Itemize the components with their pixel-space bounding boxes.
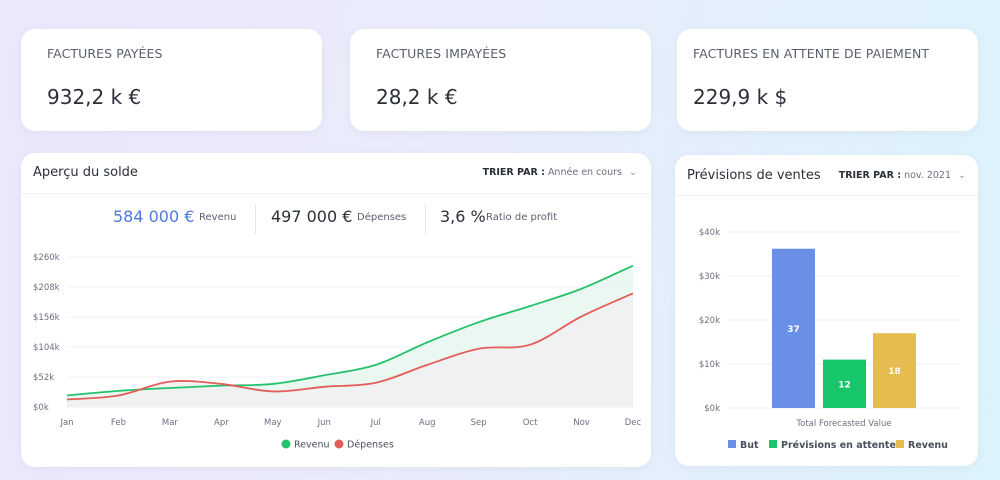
- bar-data-label: 18: [888, 367, 901, 377]
- divider: [255, 204, 256, 234]
- y-tick-label: $0k: [704, 404, 720, 414]
- legend-marker: [334, 439, 344, 449]
- kpi-card-unpaid: FACTURES IMPAYÉES 28,2 k €: [350, 29, 651, 131]
- stat-value-expenses: 497 000 €: [271, 207, 353, 226]
- x-tick-label: Sep: [471, 418, 487, 428]
- kpi-card-paid: FACTURES PAYÉES 932,2 k €: [21, 29, 322, 131]
- sort-value: nov. 2021: [904, 170, 951, 181]
- legend-label: Dépenses: [347, 440, 394, 451]
- revenue-line: [66, 264, 634, 397]
- balance-overview-card: Aperçu du solde TRIER PAR : Année en cou…: [21, 153, 651, 467]
- stat-label-revenue: Revenu: [199, 212, 237, 223]
- y-tick-label: $0k: [33, 403, 49, 413]
- y-tick-label: $52k: [33, 373, 54, 383]
- y-tick-label: $104k: [33, 343, 60, 353]
- divider: [21, 193, 651, 194]
- card-title: Aperçu du solde: [33, 165, 138, 180]
- y-tick-label: $156k: [33, 313, 60, 323]
- bar-data-label: 37: [787, 325, 800, 335]
- bar-data-label: 12: [838, 380, 851, 390]
- x-tick-label: Nov: [573, 418, 590, 428]
- legend-marker: [896, 440, 904, 448]
- kpi-value: 932,2 k €: [47, 85, 142, 109]
- stat-label-profit-ratio: Ratio de profit: [486, 212, 558, 223]
- card-title: Prévisions de ventes: [687, 168, 821, 183]
- sort-label: TRIER PAR :: [482, 167, 545, 178]
- x-tick-label: May: [264, 418, 282, 428]
- y-tick-label: $40k: [699, 228, 720, 238]
- x-tick-label: Jun: [317, 418, 331, 428]
- x-tick-label: Jan: [59, 418, 73, 428]
- y-tick-label: $260k: [33, 253, 60, 263]
- x-tick-label: Apr: [214, 418, 229, 428]
- sort-value: Année en cours: [547, 167, 622, 178]
- x-tick-label: Aug: [419, 418, 436, 428]
- chevron-down-icon: ⌄: [629, 167, 637, 178]
- legend-marker: [769, 440, 777, 448]
- kpi-label: FACTURES PAYÉES: [47, 46, 163, 61]
- x-tick-label: Dec: [625, 418, 642, 428]
- x-tick-label: Feb: [111, 418, 126, 428]
- y-tick-label: $30k: [699, 272, 720, 282]
- forecast-bar-chart: $0k $10k $20k $30k $40k 37 12 18 Total Forecaste…: [699, 228, 960, 451]
- legend-marker: [728, 440, 736, 448]
- divider: [675, 195, 978, 196]
- legend-label: But: [740, 440, 759, 451]
- kpi-label: FACTURES EN ATTENTE DE PAIEMENT: [693, 46, 930, 61]
- expenses-line: [66, 292, 634, 401]
- kpi-value: 28,2 k €: [376, 85, 458, 109]
- x-tick-label: Oct: [523, 418, 538, 428]
- y-tick-label: $208k: [33, 283, 60, 293]
- kpi-value: 229,9 k $: [693, 85, 788, 109]
- x-tick-label: Total Forecasted Value: [795, 419, 891, 429]
- bar: [772, 248, 815, 408]
- sort-label: TRIER PAR :: [838, 170, 902, 181]
- legend-marker: [281, 439, 291, 449]
- chevron-down-icon: ⌄: [958, 170, 966, 181]
- x-tick-label: Jul: [370, 418, 381, 428]
- x-tick-label: Mar: [162, 418, 179, 428]
- y-tick-label: $20k: [699, 316, 720, 326]
- bar: [823, 359, 866, 408]
- stat-value-profit-ratio: 3,6 %: [440, 207, 486, 226]
- sort-dropdown[interactable]: TRIER PAR : nov. 2021 ⌄: [839, 170, 966, 181]
- y-tick-label: $10k: [699, 360, 720, 370]
- kpi-label: FACTURES IMPAYÉES: [376, 46, 507, 61]
- expenses-area: [67, 293, 633, 407]
- stat-value-revenue: 584 000 €: [113, 207, 195, 226]
- kpi-card-pending: FACTURES EN ATTENTE DE PAIEMENT 229,9 k …: [677, 29, 978, 131]
- legend-label: Prévisions en attente: [781, 440, 896, 451]
- legend-label: Revenu: [908, 440, 948, 451]
- divider: [425, 204, 426, 234]
- legend-label: Revenu: [294, 440, 330, 451]
- balance-line-chart: $0k $52k $104k $156k $208k $260k Jan Feb Mar Apr M…: [33, 253, 642, 451]
- sort-dropdown[interactable]: TRIER PAR : Année en cours ⌄: [483, 167, 637, 178]
- stat-label-expenses: Dépenses: [357, 212, 407, 223]
- bar: [873, 333, 916, 408]
- sales-forecast-card: Prévisions de ventes TRIER PAR : nov. 20…: [675, 155, 978, 466]
